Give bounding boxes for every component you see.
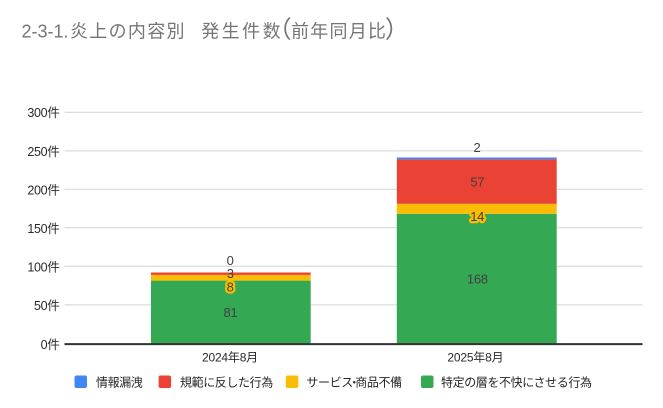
svg-text:2: 2 xyxy=(474,140,481,155)
svg-text:2024年8月: 2024年8月 xyxy=(202,351,258,365)
svg-text:50件: 50件 xyxy=(34,299,60,313)
svg-text:0件: 0件 xyxy=(41,338,60,352)
svg-text:8: 8 xyxy=(227,279,234,294)
svg-text:0: 0 xyxy=(227,253,234,268)
svg-text:57: 57 xyxy=(470,174,484,189)
svg-text:14: 14 xyxy=(470,209,484,224)
svg-text:規範に反した行為: 規範に反した行為 xyxy=(180,375,273,390)
svg-text:100件: 100件 xyxy=(27,260,59,274)
svg-text:特定の層を不快にさせる行為: 特定の層を不快にさせる行為 xyxy=(441,375,592,390)
svg-text:14: 14 xyxy=(470,209,484,224)
svg-text:サービス・商品不備: サービス・商品不備 xyxy=(306,375,402,390)
svg-text:300件: 300件 xyxy=(27,106,59,120)
svg-text:2025年8月: 2025年8月 xyxy=(447,351,503,365)
svg-text:200件: 200件 xyxy=(27,183,59,197)
svg-text:250件: 250件 xyxy=(27,145,59,159)
svg-text:情報漏洩: 情報漏洩 xyxy=(96,376,143,390)
svg-text:8: 8 xyxy=(227,279,234,294)
svg-text:81: 81 xyxy=(223,305,237,320)
svg-text:3: 3 xyxy=(227,266,234,281)
svg-text:150件: 150件 xyxy=(27,222,59,236)
svg-text:168: 168 xyxy=(467,272,488,287)
